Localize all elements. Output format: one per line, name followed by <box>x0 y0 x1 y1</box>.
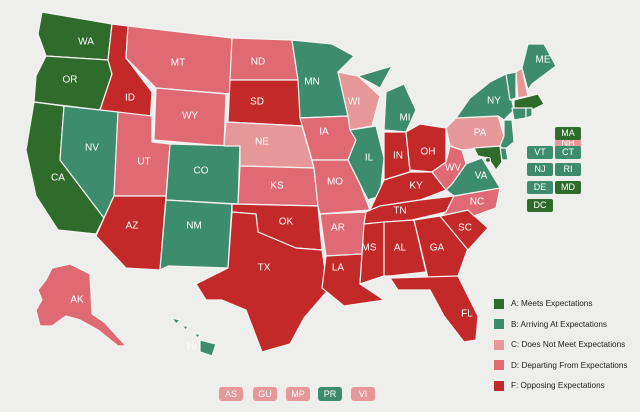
state-ga[interactable] <box>413 215 469 279</box>
territory-mp[interactable]: MP <box>286 387 310 401</box>
legend-swatch <box>494 319 504 329</box>
state-nd[interactable] <box>229 37 299 81</box>
legend-item-a: A: Meets Expectations <box>494 298 628 309</box>
state-ar[interactable] <box>319 211 367 257</box>
box-nj[interactable]: NJ <box>527 163 553 176</box>
state-al[interactable] <box>383 219 427 277</box>
state-vt[interactable] <box>505 71 517 101</box>
legend-label: F: Opposing Expectations <box>511 381 605 390</box>
legend-item-d: D: Departing From Expectations <box>494 360 628 371</box>
state-hi[interactable] <box>171 317 217 357</box>
state-tx[interactable] <box>195 211 329 353</box>
legend-swatch <box>494 298 504 309</box>
box-de[interactable]: DE <box>527 181 553 194</box>
state-ct[interactable] <box>511 107 527 121</box>
legend-item-b: B: Arriving At Expectations <box>494 319 628 330</box>
legend-label: C: Does Not Meet Expectations <box>511 340 626 349</box>
territory-pr[interactable]: PR <box>318 387 342 401</box>
state-mi[interactable] <box>357 65 417 133</box>
state-wv[interactable] <box>431 145 467 191</box>
box-vt[interactable]: VT <box>527 146 553 159</box>
legend-item-f: F: Opposing Expectations <box>494 380 628 391</box>
state-wa[interactable] <box>37 11 113 61</box>
box-ma[interactable]: MA <box>555 127 581 140</box>
state-ms[interactable] <box>359 221 385 285</box>
state-fl[interactable] <box>389 275 479 343</box>
territory-gu[interactable]: GU <box>253 387 277 401</box>
box-md[interactable]: MD <box>555 181 581 194</box>
state-il[interactable] <box>347 125 385 201</box>
legend-label: D: Departing From Expectations <box>511 360 628 370</box>
legend-item-c: C: Does Not Meet Expectations <box>494 339 628 350</box>
state-label-hi: HI <box>187 342 197 353</box>
legend-label: B: Arriving At Expectations <box>511 319 608 329</box>
legend-label: A: Meets Expectations <box>511 299 593 308</box>
legend-swatch <box>494 380 504 391</box>
state-oh[interactable] <box>405 123 447 173</box>
state-sd[interactable] <box>227 79 303 127</box>
state-ak[interactable] <box>35 263 127 347</box>
state-ks[interactable] <box>237 165 319 207</box>
state-ma[interactable] <box>513 93 545 111</box>
state-me[interactable] <box>521 43 557 91</box>
state-ri[interactable] <box>525 107 533 119</box>
state-or[interactable] <box>33 55 113 111</box>
box-dc[interactable]: DC <box>527 199 553 212</box>
box-ri[interactable]: RI <box>555 163 581 176</box>
state-ny[interactable] <box>455 73 515 121</box>
state-co[interactable] <box>165 143 241 205</box>
box-ct[interactable]: CT <box>555 146 581 159</box>
state-wy[interactable] <box>153 87 227 147</box>
territory-vi[interactable]: VI <box>351 387 375 401</box>
legend-swatch <box>494 360 504 370</box>
state-nm[interactable] <box>159 199 233 271</box>
state-pa[interactable] <box>445 115 505 151</box>
territory-as[interactable]: AS <box>219 387 243 401</box>
legend-swatch <box>494 339 504 350</box>
legend: A: Meets Expectations B: Arriving At Exp… <box>494 298 628 401</box>
state-dc[interactable] <box>484 156 492 164</box>
